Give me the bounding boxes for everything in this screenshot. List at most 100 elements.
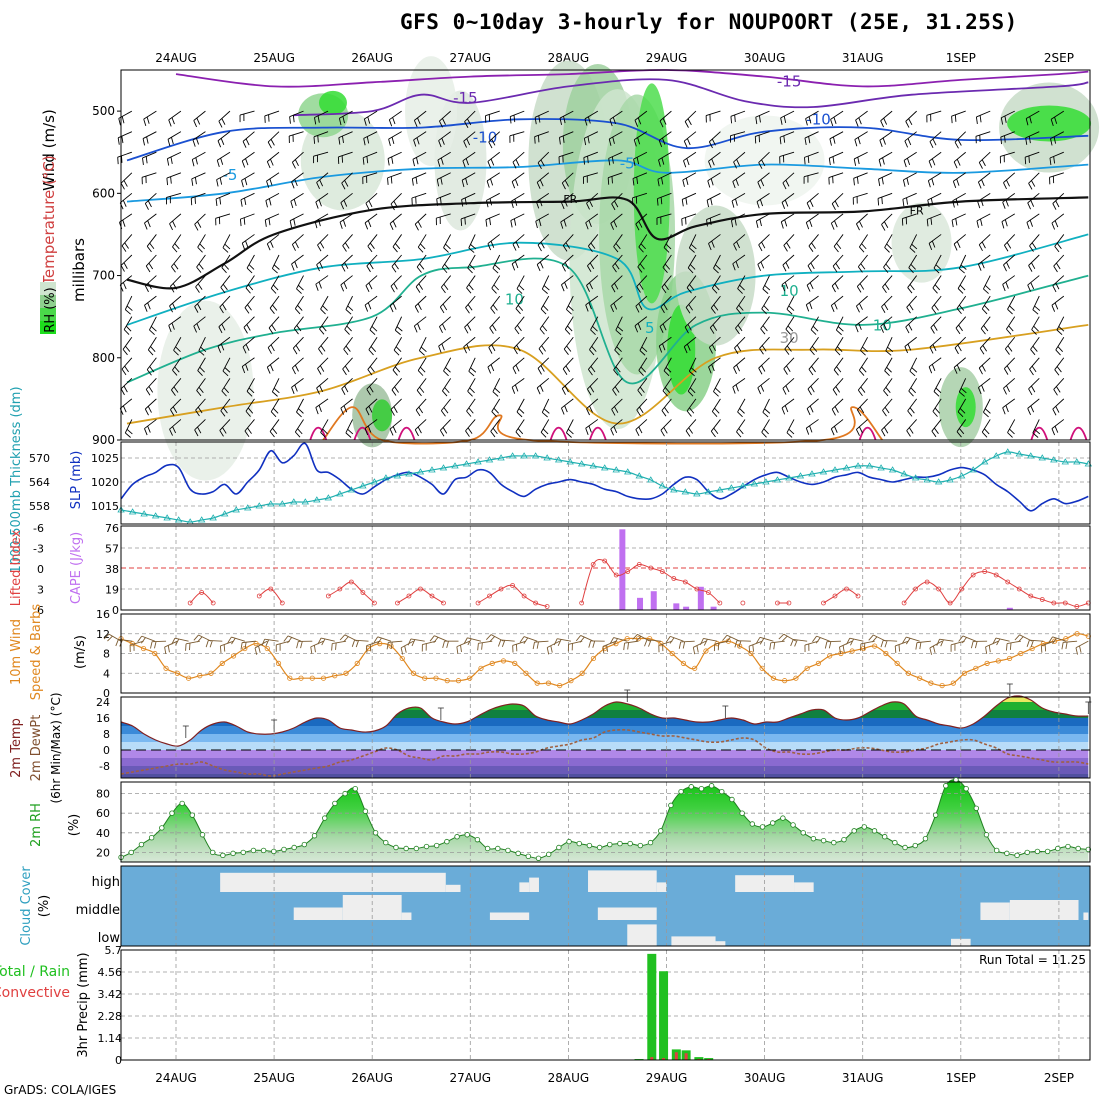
wind-barb-feather [617, 326, 624, 332]
wind-10m-barb-feather [929, 647, 933, 655]
wind-barb-feather [1055, 200, 1060, 208]
wind-barb-feather [833, 117, 837, 124]
wind-barb-feather [835, 262, 841, 270]
thickness-marker [1015, 450, 1023, 457]
wind-barb [1000, 151, 1015, 157]
wind-barb [782, 254, 795, 266]
wind-barb-feather [564, 262, 569, 269]
wind-10m-barb-feather [748, 646, 751, 654]
rh-2m-marker [403, 845, 409, 852]
wind-barb-feather [881, 224, 886, 231]
wind-barb-feather [590, 366, 596, 373]
wind-barb-feather [663, 370, 670, 377]
wind-barb [510, 213, 525, 221]
wind-barb-feather [223, 387, 230, 394]
wind-10m-barb-feather [627, 642, 629, 650]
wind-barb-feather [607, 177, 610, 185]
rh-2m-marker [179, 800, 185, 807]
wind-barb [291, 172, 304, 183]
thickness-marker [382, 474, 390, 481]
wind-barb-feather [343, 348, 349, 356]
temp-2m-tick-label: -8 [99, 760, 110, 773]
thickness-marker [819, 468, 828, 475]
wind-barb [684, 110, 697, 122]
wind-barb [464, 110, 476, 122]
wind-10m-barb-feather [463, 637, 468, 645]
wind-barb-feather [148, 386, 154, 393]
wind-10m-axis-label-2: Speed & Barbs [29, 604, 44, 701]
wind-barb [860, 337, 869, 351]
wind-barb [810, 316, 819, 330]
wind-barb-feather [563, 348, 569, 355]
wind-barb-feather [981, 241, 986, 249]
wind-barb-feather [388, 139, 391, 147]
wind-barb-feather [978, 367, 983, 375]
wind-barb-feather [686, 410, 692, 417]
wind-10m-barb-feather [489, 636, 495, 642]
wind-barb-feather [538, 219, 542, 227]
lifted-index-line [258, 588, 283, 604]
wind-10m-barb [726, 634, 740, 642]
lifted-index-marker [1051, 600, 1057, 606]
wind-barb-feather [417, 370, 424, 376]
wind-barb [1004, 234, 1016, 246]
wind-barb [318, 336, 329, 350]
wind-barb-feather [907, 343, 912, 351]
rh-2m-marker [362, 808, 369, 814]
wind-barb-feather [441, 138, 445, 145]
wind-barb-feather [658, 345, 663, 353]
lifted-index-tick-label: 6 [37, 604, 44, 617]
wind-barb-feather [222, 370, 229, 377]
wind-barb-feather [269, 307, 275, 314]
wind-speed-marker [1085, 633, 1091, 639]
wind-10m-barb-feather [193, 634, 199, 641]
rh-2m-marker [250, 847, 257, 854]
wind-barb-feather [512, 161, 517, 169]
wind-barb-feather [516, 324, 522, 332]
thickness-marker [1004, 448, 1012, 455]
lifted-index-marker [982, 569, 988, 574]
wind-barb-feather [342, 135, 344, 144]
wind-barb-feather [488, 347, 493, 354]
cloud-cover-middle-block [401, 912, 412, 920]
wind-barb [488, 336, 501, 348]
wind-barb-feather [510, 200, 514, 208]
wind-barb [516, 275, 525, 289]
wind-10m-barb [770, 640, 785, 644]
wind-10m-barb [748, 640, 763, 647]
wind-barb-feather [1057, 346, 1063, 352]
wind-barb-feather [173, 386, 179, 393]
temp-2m-tick-label: 24 [96, 696, 110, 709]
rh-2m-marker [861, 824, 868, 830]
wind-barb-feather [411, 178, 414, 186]
wind-10m-barb-feather [738, 640, 742, 648]
wind-barb [515, 419, 525, 433]
wind-barb [784, 336, 795, 350]
wind-barb [145, 254, 157, 267]
cloud-cover-middle-block [980, 902, 1010, 920]
wind-barb [951, 110, 966, 117]
wind-barb [853, 192, 868, 199]
wind-barb [240, 192, 255, 201]
wind-10m-barb-feather [1009, 642, 1012, 650]
wind-barb-feather [932, 344, 937, 351]
wind-barb [709, 316, 721, 328]
wind-barb-feather [1051, 222, 1056, 230]
credit-label: GrADS: COLA/IGES [4, 1083, 117, 1097]
wind-barb [536, 254, 550, 265]
wind-barb [586, 192, 599, 204]
wind-10m-barb-feather [283, 635, 289, 642]
wind-barb [1025, 110, 1040, 119]
wind-barb-feather [392, 117, 396, 125]
wind-barb-feather [639, 350, 646, 356]
wind-barb [316, 172, 329, 183]
wind-barb-feather [759, 348, 764, 355]
wind-speed-marker [489, 660, 495, 666]
wind-barb [293, 316, 304, 329]
wind-speed-marker [275, 660, 282, 666]
lifted-index-marker [947, 600, 953, 606]
wind-barb-feather [144, 408, 149, 416]
wind-barb-feather [518, 408, 525, 414]
lifted-index-marker [717, 600, 723, 606]
wind-10m-barb-feather [940, 639, 944, 647]
